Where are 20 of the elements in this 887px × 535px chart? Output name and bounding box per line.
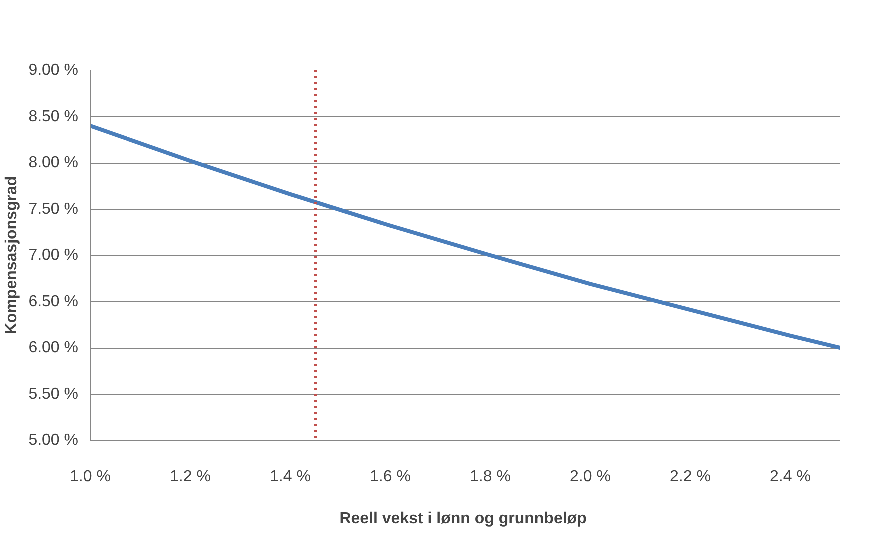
y-tick-label: 8.50 % — [28, 108, 78, 126]
y-tick-label: 5.50 % — [28, 386, 78, 403]
y-tick-label: 6.50 % — [28, 293, 78, 310]
x-tick-label: 2.4 % — [770, 468, 811, 486]
x-tick-label: 1.0 % — [70, 468, 111, 486]
x-tick-label: 1.8 % — [470, 468, 511, 486]
x-tick-label: 2.2 % — [670, 468, 711, 486]
y-tick-label: 7.50 % — [28, 200, 78, 218]
y-tick-label: 6.00 % — [28, 340, 78, 356]
y-tick-label: 5.00 % — [28, 432, 78, 449]
x-axis-title: Reell vekst i lønn og grunnbeløp — [340, 510, 588, 528]
x-tick-label: 1.4 % — [270, 468, 311, 486]
y-tick-label: 7.00 % — [28, 247, 78, 264]
y-tick-label: 8.00 % — [28, 154, 78, 172]
x-tick-label: 1.6 % — [370, 468, 411, 486]
line-series — [90, 124, 840, 350]
y-tick-label: 9.00 % — [28, 62, 78, 79]
x-tick-label: 1.2 % — [170, 468, 211, 486]
y-axis-title: Kompensasjonsgrad — [4, 176, 21, 335]
x-tick-label: 2.0 % — [570, 468, 611, 486]
